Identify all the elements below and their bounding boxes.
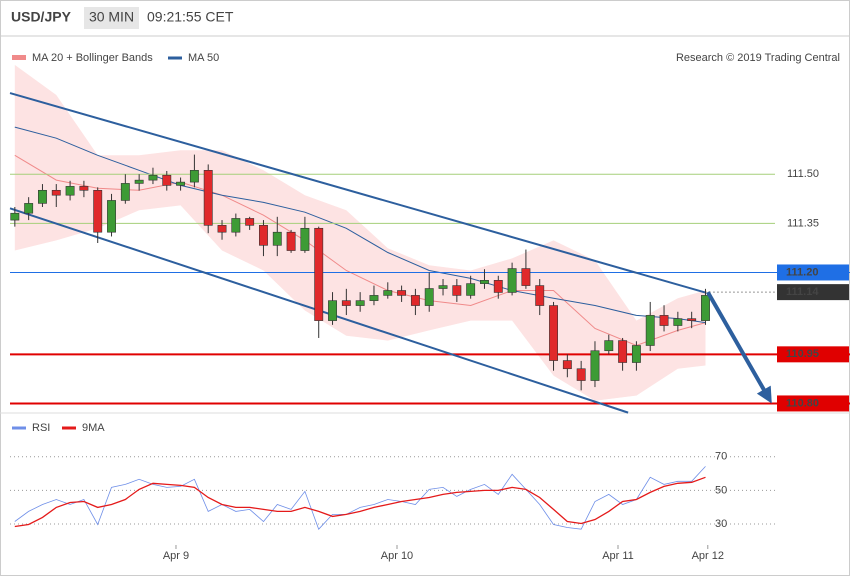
candle-body [659,315,669,326]
level-label-box [777,284,849,301]
x-tick-label: Apr 12 [692,550,724,562]
level-label: 111.35 [787,217,819,229]
trendline [9,92,706,294]
candle-body [369,295,379,301]
x-tick-label: Apr 10 [381,550,413,562]
candle-body [549,305,558,361]
candle-body [10,212,20,221]
candle-body [272,231,282,246]
forecast-arrow [706,291,770,398]
candle-body [176,181,186,186]
candle-body [576,368,586,381]
level-label-box [777,395,849,412]
candle-body [217,225,227,233]
candle-body [162,174,172,186]
candle-body [245,218,255,226]
candle-body [203,170,213,226]
level-label-box [777,346,849,363]
candle-body [79,186,89,191]
candle-body [65,186,75,196]
level-label-box [777,264,849,281]
x-tick-label: Apr 9 [163,550,189,562]
moving-average [14,154,706,347]
candle-body [134,179,144,184]
legend-label: MA 50 [188,52,219,64]
level-label: 110.80 [786,397,819,409]
candle-body [493,280,503,293]
candle-body [507,268,517,293]
candle-body [687,318,697,321]
y-tick-label: 70 [715,451,727,463]
candle-body [341,300,351,306]
x-tick-label: Apr 11 [602,550,634,562]
candle-body [231,218,241,233]
candle-body [51,189,61,196]
level-label: 111.20 [786,266,818,278]
candle-body [397,290,407,296]
candle-body [148,174,158,181]
timeframe: 30 MIN [89,9,134,25]
legend-label: RSI [32,422,50,434]
y-tick-label: 30 [715,518,727,530]
candle-body [286,231,296,251]
candle-body [562,360,572,370]
time: 09:21:55 CET [147,9,234,25]
candle-body [645,315,655,346]
level-label: 111.14 [786,286,819,298]
moving-average [14,126,706,324]
candle-body [424,288,434,306]
candle-body [383,290,393,296]
candle-body [521,268,531,286]
symbol: USD/JPY [11,9,72,25]
candle-body [466,283,476,296]
legend-label: 9MA [82,422,105,434]
candle-body [355,300,365,306]
arrow-head [756,385,772,404]
candle-body [189,170,199,183]
candle-body [314,227,324,321]
candle-body [480,280,489,284]
candle-body [259,225,268,246]
bollinger-band [14,64,706,401]
candle-body [673,318,683,326]
candle-body [38,189,47,204]
candle-body [93,189,103,233]
candle-body [631,345,641,363]
timeframe-box [84,7,139,29]
level-label: 110.95 [786,348,819,360]
candle-body [438,285,448,289]
candle-body [120,183,130,201]
candle-body [107,200,116,233]
y-tick-label: 50 [715,484,727,496]
indicator-line [14,466,706,530]
candle-body [410,295,420,306]
candle-body [604,340,614,352]
candle-body [452,285,462,296]
candle-body [535,285,545,306]
legend-swatch [12,55,26,60]
copyright: Research © 2019 Trading Central [676,52,840,64]
candle-body [590,350,600,381]
candle-body [24,203,34,214]
indicator-line [14,476,706,528]
candle-body [328,300,337,321]
candle-body [618,340,628,363]
candle-body [300,227,310,251]
level-label: 111.50 [787,168,819,180]
legend-label: MA 20 + Bollinger Bands [32,52,153,64]
candle-body [701,295,710,321]
